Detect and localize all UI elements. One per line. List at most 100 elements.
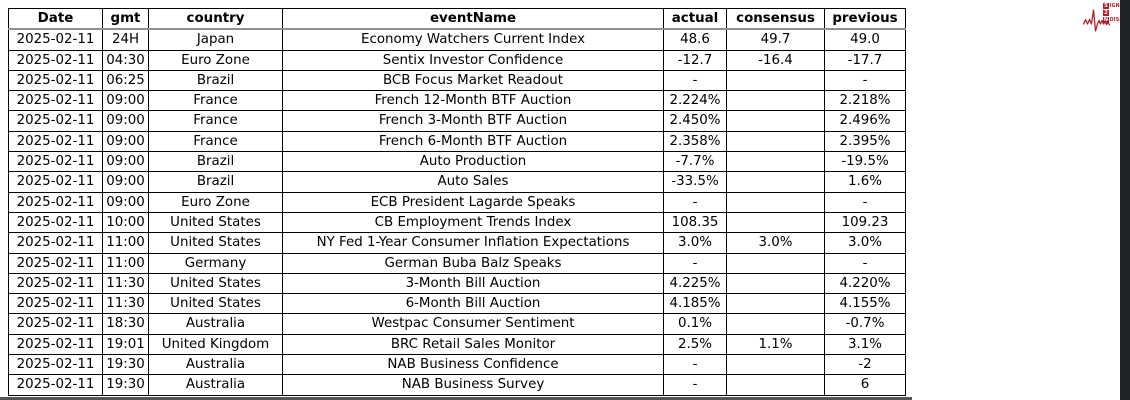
cell-consensus: 49.7: [726, 28, 825, 51]
cell-previous: 49.0: [824, 28, 906, 51]
cell-event-name: ECB President Lagarde Speaks: [282, 191, 664, 213]
header-row: Date gmt country eventName actual consensus pr…: [8, 8, 906, 31]
logo-line-2: 2: [1103, 10, 1127, 16]
cell-consensus: [726, 151, 825, 173]
logo-noise-text: OISE: [1109, 17, 1123, 23]
cell-country: Euro Zone: [148, 49, 283, 71]
column-header-country: country: [148, 8, 283, 31]
cell-date: 2025-02-11: [8, 313, 103, 335]
cell-consensus: -16.4: [726, 49, 825, 71]
cell-country: Brazil: [148, 151, 283, 173]
table-row: 2025-02-11 06:25 Brazil BCB Focus Market Re…: [8, 69, 906, 92]
cell-actual: 2.5%: [663, 333, 727, 356]
cell-previous: 4.220%: [824, 272, 906, 295]
cell-consensus: [726, 272, 825, 295]
cell-gmt: 09:00: [102, 110, 149, 132]
cell-date: 2025-02-11: [8, 191, 103, 213]
cell-country: United States: [148, 232, 283, 254]
cell-gmt: 09:00: [102, 191, 149, 213]
cell-consensus: [726, 374, 825, 396]
cell-previous: 2.218%: [824, 90, 906, 112]
cell-consensus: 1.1%: [726, 333, 825, 356]
cell-date: 2025-02-11: [8, 28, 103, 51]
cell-date: 2025-02-11: [8, 293, 103, 315]
economic-calendar-table: Date gmt country eventName actual consensus pr…: [8, 8, 906, 396]
table-row: 2025-02-11 19:01 United Kingdom BRC Retail …: [8, 333, 906, 356]
cell-gmt: 19:30: [102, 354, 149, 376]
cell-consensus: [726, 211, 825, 234]
cell-country: United States: [148, 293, 283, 315]
cell-previous: -0.7%: [824, 313, 906, 335]
cell-date: 2025-02-11: [8, 110, 103, 132]
cell-previous: 109.23: [824, 211, 906, 234]
cell-actual: -: [663, 354, 727, 376]
cell-gmt: 04:30: [102, 49, 149, 71]
cell-actual: 48.6: [663, 28, 727, 51]
window-edge-bottom: [0, 397, 912, 400]
table-row: 2025-02-11 18:30 Australia Westpac Consumer…: [8, 313, 906, 335]
cell-date: 2025-02-11: [8, 272, 103, 295]
cell-event-name: CB Employment Trends Index: [282, 211, 664, 234]
cell-gmt: 09:00: [102, 130, 149, 153]
cell-event-name: 6-Month Bill Auction: [282, 293, 664, 315]
cell-actual: 2.224%: [663, 90, 727, 112]
table-row: 2025-02-11 09:00 France French 3-Month BTF …: [8, 110, 906, 132]
cell-gmt: 19:01: [102, 333, 149, 356]
cell-country: United States: [148, 272, 283, 295]
cell-country: Brazil: [148, 69, 283, 92]
cell-consensus: [726, 354, 825, 376]
column-header-actual: actual: [663, 8, 727, 31]
cell-event-name: French 6-Month BTF Auction: [282, 130, 664, 153]
table-row: 2025-02-11 10:00 United States CB Employmen…: [8, 211, 906, 234]
cell-date: 2025-02-11: [8, 90, 103, 112]
table-row: 2025-02-11 19:30 Australia NAB Business Con…: [8, 354, 906, 376]
column-header-event-name: eventName: [282, 8, 664, 31]
cell-event-name: Auto Production: [282, 151, 664, 173]
cell-date: 2025-02-11: [8, 69, 103, 92]
cell-event-name: NAB Business Confidence: [282, 354, 664, 376]
table-header: Date gmt country eventName actual consensus pr…: [8, 8, 906, 31]
cell-date: 2025-02-11: [8, 252, 103, 274]
cell-event-name: Westpac Consumer Sentiment: [282, 313, 664, 335]
cell-consensus: [726, 130, 825, 153]
table-row: 2025-02-11 11:30 United States 3-Month Bill…: [8, 272, 906, 295]
cell-actual: -: [663, 69, 727, 92]
cell-consensus: [726, 110, 825, 132]
cell-event-name: German Buba Balz Speaks: [282, 252, 664, 274]
cell-event-name: French 12-Month BTF Auction: [282, 90, 664, 112]
cell-previous: 3.1%: [824, 333, 906, 356]
column-header-consensus: consensus: [726, 8, 825, 31]
cell-date: 2025-02-11: [8, 171, 103, 193]
cell-gmt: 09:00: [102, 171, 149, 193]
logo-line-signal: S IGNAL: [1103, 3, 1127, 9]
ecg-waveform-icon: [1083, 9, 1110, 32]
cell-event-name: BCB Focus Market Readout: [282, 69, 664, 92]
logo-n-square: N: [1103, 17, 1109, 23]
cell-actual: 108.35: [663, 211, 727, 234]
cell-event-name: NY Fed 1-Year Consumer Inflation Expecta…: [282, 232, 664, 254]
cell-gmt: 11:30: [102, 293, 149, 315]
cell-consensus: [726, 69, 825, 92]
cell-country: Australia: [148, 354, 283, 376]
column-header-date: Date: [8, 8, 103, 31]
cell-consensus: [726, 171, 825, 193]
cell-gmt: 11:00: [102, 232, 149, 254]
cell-previous: 2.395%: [824, 130, 906, 153]
table-row: 2025-02-11 09:00 Brazil Auto Sales -33.5% 1.6…: [8, 171, 906, 193]
logo-s-square: S: [1103, 3, 1109, 9]
cell-gmt: 19:30: [102, 374, 149, 396]
cell-date: 2025-02-11: [8, 151, 103, 173]
cell-consensus: [726, 293, 825, 315]
cell-actual: -12.7: [663, 49, 727, 71]
cell-actual: -: [663, 191, 727, 213]
cell-country: Germany: [148, 252, 283, 274]
table-row: 2025-02-11 09:00 France French 12-Month BTF…: [8, 90, 906, 112]
cell-gmt: 10:00: [102, 211, 149, 234]
cell-actual: 2.358%: [663, 130, 727, 153]
cell-actual: -33.5%: [663, 171, 727, 193]
cell-consensus: [726, 252, 825, 274]
cell-consensus: [726, 191, 825, 213]
cell-country: France: [148, 130, 283, 153]
table-row: 2025-02-11 04:30 Euro Zone Sentix Investor …: [8, 49, 906, 71]
cell-actual: -: [663, 374, 727, 396]
